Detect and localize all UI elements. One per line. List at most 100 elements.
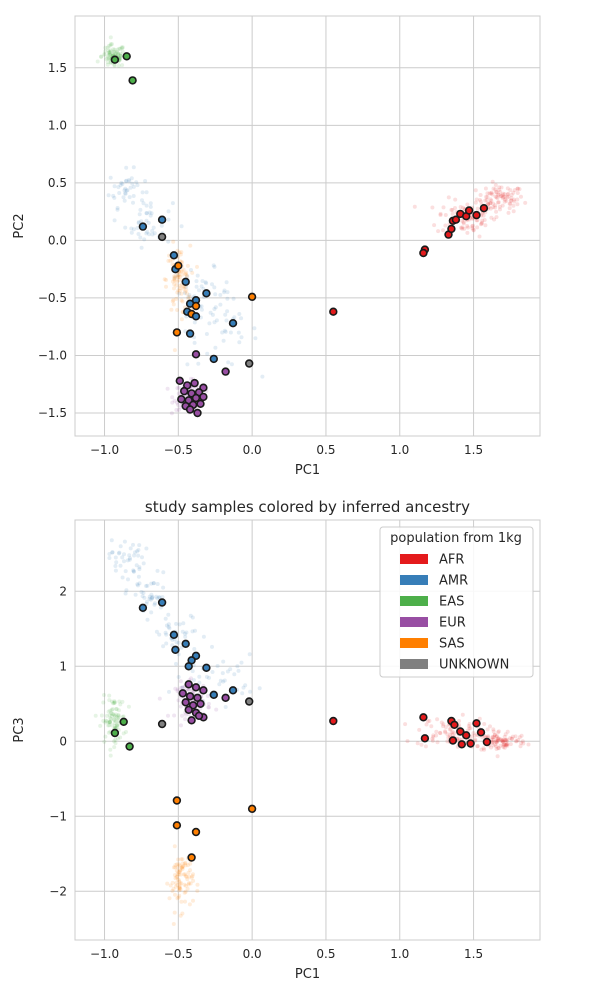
study-sample-point: [193, 408, 202, 418]
reference-sample-point: [133, 550, 137, 555]
reference-sample-point: [496, 200, 501, 205]
study-sample-point: [420, 734, 430, 743]
reference-sample-point: [496, 729, 501, 734]
reference-sample-point: [107, 57, 112, 62]
study-sample-point: [419, 713, 428, 722]
study-sample-point: [451, 215, 461, 224]
study-sample-point: [457, 740, 466, 749]
reference-sample-point: [178, 887, 183, 892]
reference-sample-point: [116, 185, 121, 190]
reference-sample-point: [160, 595, 165, 600]
reference-sample-point: [123, 591, 128, 596]
reference-sample-point: [182, 861, 187, 866]
reference-sample-point: [195, 882, 200, 887]
reference-sample-point: [492, 733, 497, 737]
reference-sample-point: [144, 190, 149, 195]
reference-sample-point: [457, 737, 462, 742]
reference-sample-point: [434, 729, 439, 734]
reference-sample-point: [177, 888, 182, 893]
reference-sample-point: [176, 895, 181, 900]
reference-sample-point: [111, 47, 116, 52]
reference-sample-point: [181, 286, 186, 291]
reference-sample-point: [486, 201, 491, 206]
reference-sample-point: [175, 862, 180, 867]
study-sample-points: [110, 52, 489, 418]
reference-sample-point: [223, 312, 228, 317]
reference-sample-point: [502, 742, 507, 747]
reference-sample-point: [494, 738, 499, 743]
reference-sample-point: [453, 206, 457, 210]
reference-sample-point: [113, 564, 118, 568]
reference-sample-point: [185, 886, 190, 891]
reference-sample-point: [135, 582, 140, 587]
legend-title: population from 1kg: [390, 531, 522, 546]
reference-sample-point: [447, 727, 452, 732]
reference-sample-point: [221, 659, 226, 664]
reference-sample-point: [214, 318, 219, 323]
reference-sample-point: [438, 731, 443, 736]
reference-sample-point: [127, 179, 132, 184]
reference-sample-point: [163, 616, 168, 621]
reference-sample-point: [481, 746, 486, 751]
study-sample-point: [185, 405, 195, 414]
reference-sample-point: [127, 553, 132, 558]
reference-sample-point: [231, 296, 236, 301]
reference-sample-point: [190, 270, 195, 275]
reference-sample-point: [509, 193, 514, 197]
reference-sample-point: [435, 740, 440, 745]
reference-sample-point: [110, 723, 115, 728]
plot-frame: [74, 15, 541, 437]
reference-sample-point: [214, 707, 219, 712]
reference-sample-point: [461, 205, 466, 210]
reference-sample-point: [177, 893, 182, 898]
reference-sample-point: [107, 51, 112, 56]
reference-sample-point: [213, 292, 218, 297]
reference-sample-point: [167, 626, 172, 631]
reference-sample-point: [107, 50, 112, 55]
reference-sample-point: [173, 686, 178, 691]
reference-sample-point: [177, 250, 182, 255]
reference-sample-point: [126, 704, 131, 709]
reference-sample-point: [485, 727, 490, 732]
reference-sample-point: [173, 865, 178, 870]
reference-sample-point: [177, 880, 182, 884]
reference-sample-point: [490, 192, 495, 197]
reference-sample-point: [502, 738, 507, 743]
reference-sample-point: [120, 699, 125, 704]
reference-sample-point: [112, 701, 116, 706]
reference-sample-point: [163, 630, 168, 635]
study-sample-point: [174, 261, 183, 270]
reference-sample-point: [507, 201, 512, 206]
reference-sample-point: [517, 735, 522, 740]
legend: population from 1kg AFR AMR EAS EUR SAS UNKNO…: [379, 526, 534, 678]
reference-sample-point: [217, 682, 222, 687]
reference-sample-point: [178, 685, 183, 690]
reference-sample-point: [161, 644, 166, 649]
reference-sample-point: [510, 736, 515, 741]
reference-sample-point: [460, 712, 465, 717]
reference-sample-point: [513, 739, 518, 744]
reference-sample-point: [243, 683, 248, 688]
reference-sample-point: [502, 199, 507, 204]
reference-sample-point: [144, 218, 149, 223]
reference-sample-point: [106, 44, 111, 48]
reference-sample-point: [482, 218, 487, 222]
reference-sample-point: [412, 204, 417, 209]
reference-sample-point: [465, 224, 470, 228]
reference-sample-point: [101, 718, 106, 723]
reference-sample-point: [139, 245, 144, 250]
reference-sample-point: [151, 581, 156, 586]
study-sample-point: [329, 716, 338, 726]
reference-sample-point: [174, 621, 179, 626]
reference-sample-point: [170, 643, 175, 648]
reference-sample-point: [106, 723, 111, 728]
reference-sample-point: [122, 188, 127, 193]
reference-sample-point: [179, 723, 183, 728]
reference-sample-point: [403, 722, 408, 727]
reference-sample-point: [131, 542, 135, 547]
reference-sample-point: [434, 733, 439, 738]
legend-swatch-eas: [400, 596, 428, 606]
reference-sample-point: [178, 286, 183, 291]
reference-sample-point: [484, 194, 489, 199]
reference-sample-point: [188, 868, 193, 873]
